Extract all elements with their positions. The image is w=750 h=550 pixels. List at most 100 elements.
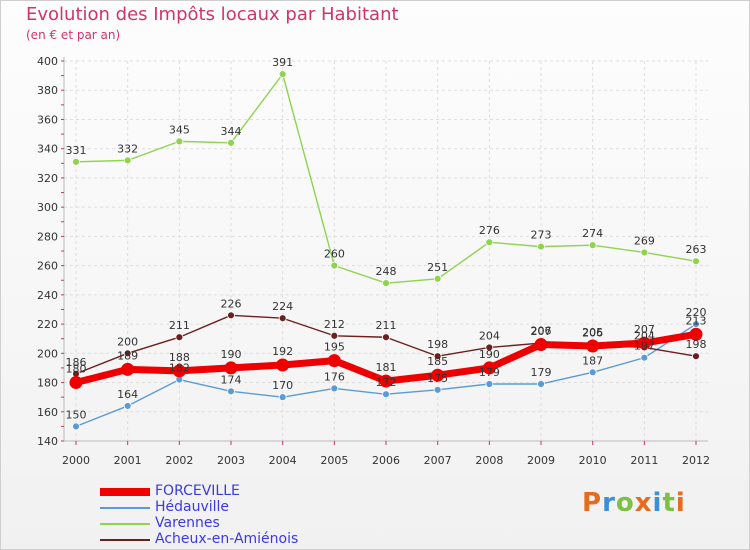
data-label-varennes: 332 (117, 142, 138, 155)
data-label-acheux-en-amienois: 207 (531, 325, 552, 338)
data-point-forceville (69, 376, 83, 390)
data-point-varennes (330, 261, 339, 270)
y-tick-label: 260 (37, 260, 58, 273)
data-label-hedauville: 150 (66, 408, 87, 421)
y-tick-label: 320 (37, 172, 58, 185)
x-tick-label: 2003 (217, 454, 245, 467)
data-label-forceville: 195 (324, 341, 345, 354)
data-label-varennes: 344 (221, 125, 242, 138)
data-point-hedauville (433, 385, 442, 394)
data-point-forceville (224, 361, 238, 375)
proxiti-logo: Proxiti (582, 488, 686, 518)
data-point-hedauville (485, 380, 494, 388)
data-point-forceville (534, 338, 548, 352)
y-tick-label: 140 (37, 435, 58, 448)
data-point-varennes (692, 257, 700, 266)
y-tick-label: 380 (37, 84, 58, 97)
series-layer (69, 70, 703, 431)
data-point-varennes (227, 138, 235, 147)
data-point-forceville (482, 361, 496, 375)
legend-label: Varennes (155, 515, 220, 531)
legend-swatch (100, 539, 150, 541)
data-label-hedauville: 179 (531, 366, 552, 379)
data-label-forceville: 190 (479, 348, 500, 361)
legend-swatch (100, 523, 150, 525)
data-point-hedauville (692, 320, 700, 328)
data-point-hedauville (588, 368, 597, 377)
data-point-varennes (588, 241, 597, 250)
chart-title: Evolution des Impôts locaux par Habitant (26, 4, 399, 25)
data-label-varennes: 248 (376, 265, 397, 278)
x-tick-label: 2011 (630, 454, 658, 467)
data-label-hedauville: 164 (117, 388, 138, 401)
data-label-acheux-en-amienois: 204 (634, 329, 655, 342)
data-label-forceville: 207 (634, 323, 655, 336)
legend-label: Acheux-en-Amiénois (155, 531, 299, 547)
data-label-hedauville: 179 (479, 366, 500, 379)
data-label-acheux-en-amienois: 198 (427, 338, 448, 351)
data-label-varennes: 260 (324, 248, 345, 261)
data-label-hedauville: 170 (272, 379, 293, 392)
data-labels: 150 164 182 174 170 176 172 175 179 179 187 197 220 3… (66, 56, 707, 421)
data-label-hedauville: 197 (634, 340, 655, 353)
data-label-forceville: 180 (66, 363, 87, 376)
x-tick-label: 2001 (114, 454, 142, 467)
data-label-acheux-en-amienois: 224 (272, 300, 293, 313)
data-label-acheux-en-amienois: 226 (221, 297, 242, 310)
data-point-hedauville (72, 422, 80, 431)
data-point-acheux-en-amienois (433, 352, 442, 361)
data-label-varennes: 331 (66, 144, 87, 157)
data-label-varennes: 391 (272, 56, 293, 69)
x-tick-label: 2012 (682, 454, 710, 467)
data-point-forceville (327, 354, 341, 368)
data-point-acheux-en-amienois (382, 333, 390, 342)
data-point-hedauville (537, 380, 545, 388)
data-label-acheux-en-amienois: 204 (479, 329, 500, 342)
x-tick-label: 2000 (62, 454, 90, 467)
x-tick-label: 2006 (372, 454, 400, 467)
data-label-forceville: 205 (582, 326, 603, 339)
y-tick-label: 400 (37, 55, 58, 68)
data-point-hedauville (227, 387, 235, 396)
data-label-acheux-en-amienois: 211 (376, 319, 397, 332)
data-label-acheux-en-amienois: 200 (117, 335, 138, 348)
data-label-varennes: 345 (169, 123, 190, 136)
data-label-varennes: 274 (582, 227, 603, 240)
y-tick-label: 180 (37, 377, 58, 390)
data-label-hedauville: 182 (169, 362, 190, 375)
data-point-varennes (175, 137, 184, 146)
data-point-varennes (123, 156, 132, 165)
x-tick-label: 2007 (424, 454, 452, 467)
y-tick-label: 160 (37, 406, 58, 419)
data-label-acheux-en-amienois: 211 (169, 319, 190, 332)
data-point-forceville (689, 327, 703, 341)
data-label-forceville: 185 (427, 355, 448, 368)
legend-swatch (100, 488, 150, 496)
data-point-forceville (637, 336, 651, 350)
data-point-acheux-en-amienois (692, 352, 700, 361)
data-point-forceville (172, 364, 186, 378)
data-label-acheux-en-amienois: 206 (582, 327, 603, 340)
y-tick-label: 200 (37, 347, 58, 360)
data-point-hedauville (123, 402, 132, 410)
data-label-varennes: 251 (427, 261, 448, 274)
data-point-forceville (431, 368, 445, 382)
data-point-acheux-en-amienois (123, 349, 132, 358)
y-tick-label: 220 (37, 318, 58, 331)
y-tick-label: 360 (37, 113, 58, 126)
data-point-forceville (586, 339, 600, 353)
x-tick-label: 2008 (475, 454, 503, 467)
data-label-forceville: 192 (272, 345, 293, 358)
data-label-varennes: 273 (531, 229, 552, 242)
data-point-acheux-en-amienois (175, 333, 184, 342)
x-tick-label: 2004 (269, 454, 297, 467)
legend-swatch (100, 507, 150, 509)
data-point-acheux-en-amienois (330, 331, 339, 340)
data-point-varennes (278, 70, 287, 79)
y-tick-label: 240 (37, 289, 58, 302)
data-label-hedauville: 174 (221, 373, 242, 386)
data-label-acheux-en-amienois: 198 (686, 338, 707, 351)
legend-label: Hédauville (155, 499, 230, 515)
chart-subtitle: (en € et par an) (26, 28, 121, 42)
